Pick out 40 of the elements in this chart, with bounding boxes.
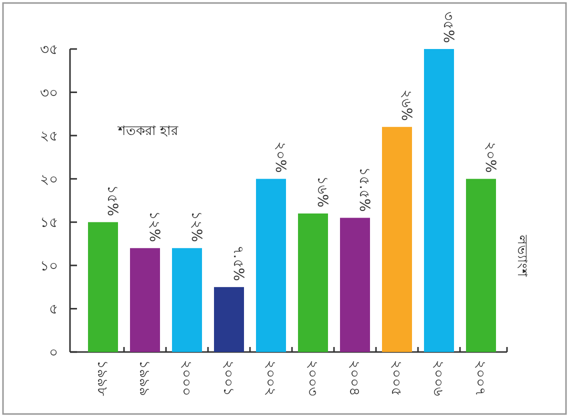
y-tick-label: ৩০ <box>40 85 58 102</box>
y-axis-title: শতকরা হার <box>117 124 180 139</box>
x-tick-label: ২০০৭ <box>472 360 488 396</box>
data-label: ১২% <box>188 210 204 242</box>
x-tick-label: ২০০২ <box>262 360 278 396</box>
bar <box>298 213 328 352</box>
data-label: ২০% <box>272 142 288 173</box>
x-tick-label: ২০০১ <box>220 360 236 396</box>
x-tick-label: ২০০৬ <box>430 360 446 396</box>
data-label: ২০% <box>482 142 498 173</box>
bar <box>382 126 412 352</box>
y-tick-label: ০ <box>49 345 58 361</box>
y-tick-label: ১০ <box>40 258 58 274</box>
bar <box>256 178 286 352</box>
bar <box>214 287 244 352</box>
x-tick-label: ২০০৫ <box>388 360 404 396</box>
x-tick-label: ২০০৩ <box>304 360 320 396</box>
y-tick-label: ২৫ <box>40 128 58 145</box>
bar <box>466 178 496 352</box>
y-tick-label: ৩৫ <box>40 42 58 58</box>
y-tick-label: ১৫ <box>40 215 58 232</box>
x-tick-label: ১৯৯৯ <box>136 360 152 396</box>
x-tick-label: ১৯৯৮ <box>94 360 110 396</box>
data-label: ১৬% <box>314 176 330 208</box>
text: লভ্যাংশ <box>514 234 529 277</box>
bar <box>88 222 118 352</box>
data-label: ১৫.৫% <box>356 167 372 212</box>
bar <box>130 248 160 352</box>
data-label: ৩৫% <box>440 12 456 43</box>
data-label: ১৫% <box>104 184 120 216</box>
bar <box>172 248 202 352</box>
data-label: ৭.৫% <box>230 245 246 282</box>
x-tick-label: ২০০৪ <box>346 360 362 396</box>
y-tick-label: ২০ <box>40 172 58 188</box>
x-tick-label: ২০০০ <box>178 360 194 396</box>
bar <box>424 49 454 352</box>
data-label: ২৬% <box>398 90 414 121</box>
y-tick-label: ৫ <box>49 302 58 318</box>
bar <box>340 218 370 352</box>
data-label: ১২% <box>146 210 162 242</box>
